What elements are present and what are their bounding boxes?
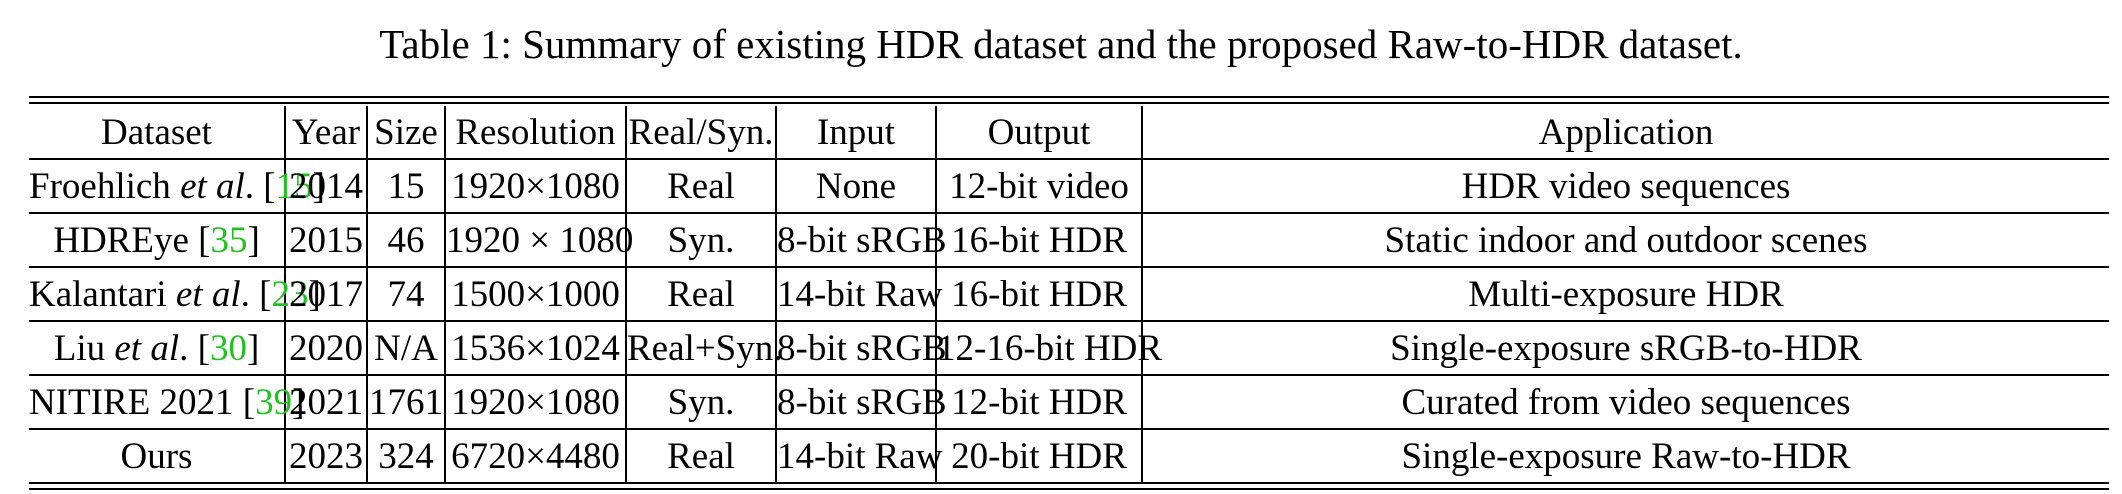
dataset-name: Liu <box>53 327 115 369</box>
cell-resolution: 6720×4480 <box>444 429 626 484</box>
cell-output: 20-bit HDR <box>935 429 1142 484</box>
dataset-name: NITIRE 2021 [ <box>29 381 256 423</box>
cell-real-syn: Real+Syn. <box>625 321 783 376</box>
table-row: Liu et al. [30] 2020 N/A 1536×1024 Real+Syn.… <box>29 321 2109 376</box>
table-row: Froehlich et al. [15] 2014 15 1920×1080 Real… <box>29 159 2109 214</box>
header-application: Application <box>1141 106 2109 160</box>
cell-real-syn: Real <box>625 159 776 214</box>
cell-resolution: 1536×1024 <box>444 321 626 376</box>
cell-year: 2017 <box>284 267 367 322</box>
cell-year: 2014 <box>284 159 367 214</box>
cell-input: 8-bit sRGB <box>775 375 947 430</box>
citation-close: ] <box>246 327 260 369</box>
cell-output: 16-bit HDR <box>935 213 1142 268</box>
cell-input: None <box>775 159 936 214</box>
cell-output: 16-bit HDR <box>935 267 1142 322</box>
table-row: HDREye [35] 2015 46 1920 × 1080 Syn. 8-bit sR… <box>29 213 2109 268</box>
dataset-name: HDREye [ <box>53 219 211 261</box>
cell-year: 2015 <box>284 213 367 268</box>
dataset-name-suffix: . [ <box>240 273 272 315</box>
cell-real-syn: Syn. <box>625 375 776 430</box>
cell-output: 12-bit HDR <box>935 375 1142 430</box>
cell-input: 8-bit sRGB <box>775 213 947 268</box>
header-output: Output <box>935 106 1142 160</box>
cell-dataset: Kalantari et al. [23] <box>29 267 321 322</box>
cell-year: 2020 <box>284 321 367 376</box>
dataset-name-suffix: . [ <box>179 327 210 369</box>
bottom-rule <box>29 488 2109 490</box>
dataset-name-suffix: . [ <box>244 165 276 207</box>
cell-dataset: Ours <box>29 429 285 484</box>
cell-resolution: 1920×1080 <box>444 375 626 430</box>
cell-real-syn: Syn. <box>625 213 776 268</box>
cell-application: Curated from video sequences <box>1141 375 2109 430</box>
cell-resolution: 1500×1000 <box>444 267 626 322</box>
cell-output: 12-bit video <box>935 159 1142 214</box>
cell-real-syn: Real <box>625 267 776 322</box>
cell-size: N/A <box>366 321 445 376</box>
cell-application: HDR video sequences <box>1141 159 2109 214</box>
cell-application: Static indoor and outdoor scenes <box>1141 213 2109 268</box>
cell-application: Multi-exposure HDR <box>1141 267 2109 322</box>
cell-dataset: NITIRE 2021 [39] <box>29 375 304 430</box>
cell-size: 46 <box>366 213 445 268</box>
citation-link[interactable]: 35 <box>210 219 248 261</box>
cell-dataset: HDREye [35] <box>29 213 285 268</box>
dataset-name: Ours <box>120 435 193 477</box>
cell-size: 324 <box>366 429 445 484</box>
table-row: Kalantari et al. [23] 2017 74 1500×1000 Real… <box>29 267 2109 322</box>
header-year: Year <box>284 106 367 160</box>
header-row: Dataset Year Size Resolution Real/Syn. I… <box>29 106 2109 160</box>
citation-close: ] <box>247 219 260 261</box>
cell-real-syn: Real <box>625 429 776 484</box>
cell-size: 1761 <box>366 375 445 430</box>
cell-application: Single-exposure sRGB-to-HDR <box>1141 321 2109 376</box>
cell-dataset: Froehlich et al. [15] <box>29 159 325 214</box>
dataset-name-italic: et al <box>180 165 245 207</box>
table-caption: Table 1: Summary of existing HDR dataset… <box>379 21 1743 67</box>
cell-dataset: Liu et al. [30] <box>29 321 285 376</box>
cell-resolution: 1920 × 1080 <box>444 213 633 268</box>
top-rule-inner <box>29 102 2109 104</box>
header-dataset: Dataset <box>29 106 285 160</box>
dataset-name: Froehlich <box>29 165 181 207</box>
cell-size: 74 <box>366 267 445 322</box>
header-resolution: Resolution <box>444 106 626 160</box>
dataset-name-italic: et al <box>114 327 180 369</box>
header-real-syn: Real/Syn. <box>625 106 776 160</box>
cell-year: 2021 <box>284 375 367 430</box>
cell-input: 14-bit Raw <box>775 267 942 322</box>
citation-link[interactable]: 30 <box>209 327 247 369</box>
cell-resolution: 1920×1080 <box>444 159 626 214</box>
cell-size: 15 <box>366 159 445 214</box>
cell-application: Single-exposure Raw-to-HDR <box>1141 429 2109 484</box>
header-input: Input <box>775 106 936 160</box>
cell-output: 12-16-bit HDR <box>935 321 1162 376</box>
summary-table: Dataset Year Size Resolution Real/Syn. I… <box>29 106 2109 484</box>
header-size: Size <box>366 106 445 160</box>
table-row: Ours 2023 324 6720×4480 Real 14-bit Raw 20-bit… <box>29 429 2109 484</box>
top-rule-outer <box>29 96 2109 98</box>
dataset-name: Kalantari <box>29 273 176 315</box>
cell-input: 14-bit Raw <box>775 429 942 484</box>
table-row: NITIRE 2021 [39] 2021 1761 1920×1080 Syn. 8-b… <box>29 375 2109 430</box>
cell-year: 2023 <box>284 429 367 484</box>
dataset-name-italic: et al <box>175 273 241 315</box>
citation-link[interactable]: 39 <box>255 381 293 423</box>
cell-input: 8-bit sRGB <box>775 321 947 376</box>
